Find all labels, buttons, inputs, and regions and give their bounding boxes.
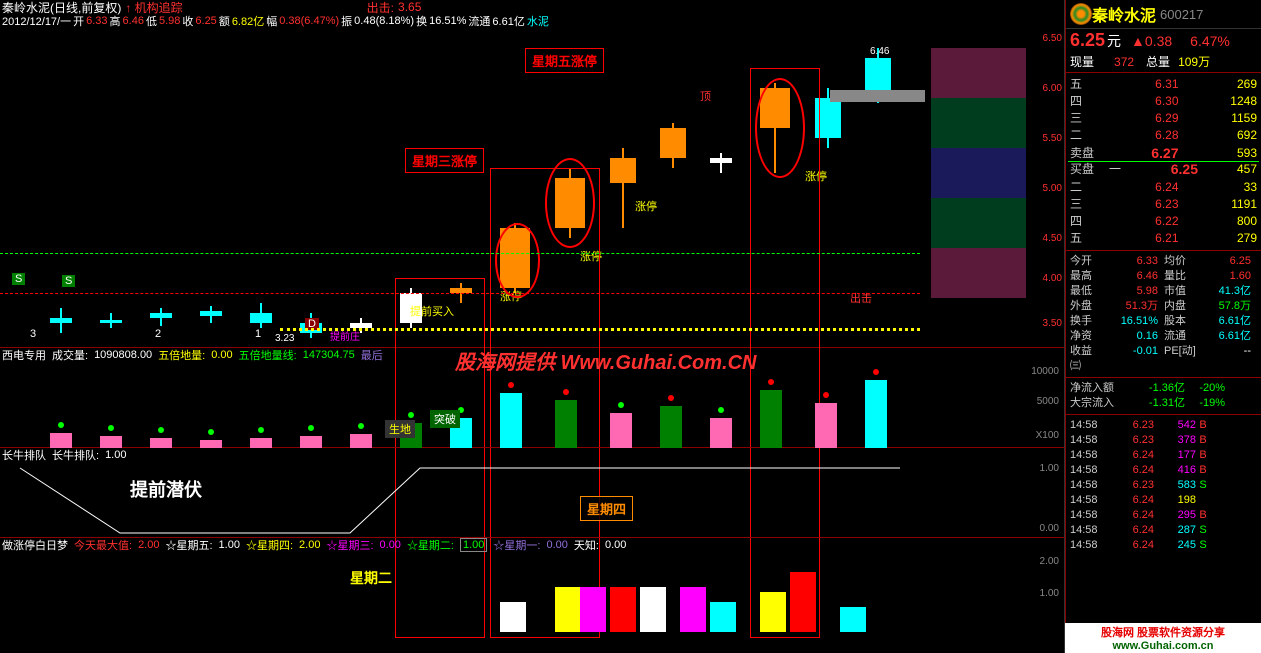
watermark: 股海网提供 Www.Guhai.Com.CN: [455, 346, 756, 375]
logo-icon: [1070, 3, 1092, 25]
info-grid: 今开6.33均价6.25最高6.46量比1.60最低5.98市值41.3亿外盘5…: [1066, 252, 1261, 376]
chart-area[interactable]: 秦岭水泥(日线,前复权) ↑ 机构追踪 出击: 3.65 2012/12/17/…: [0, 0, 1065, 653]
stock-code: 600217: [1160, 7, 1203, 22]
footer-banner: 股海网 股票软件资源分享 www.Guhai.com.cn: [1065, 623, 1261, 653]
header-row: 秦岭水泥(日线,前复权) ↑ 机构追踪 出击: 3.65: [0, 0, 1064, 14]
ask-quotes: 五6.31269四6.301248三6.291159二6.28692: [1066, 74, 1261, 146]
last-price: 6.25: [1070, 30, 1105, 51]
annotation-friday: 星期五涨停: [525, 48, 604, 73]
quote-sidebar[interactable]: 秦岭水泥 600217 6.25 元 ▲0.38 6.47% 现量 372 总量…: [1065, 0, 1261, 653]
tick-list: 14:586.23542B14:586.23378B14:586.24177B1…: [1066, 416, 1261, 555]
volume-panel[interactable]: 西电专用 成交量:1090808.00 五倍地量:0.00 五倍地量线:1473…: [0, 348, 1064, 448]
chuji-label: 出击:: [367, 0, 394, 16]
flow-grid: 净流入额-1.36亿-20%大宗流入-1.31亿-19%: [1066, 379, 1261, 413]
chuji-val: 3.65: [398, 0, 421, 14]
indicator-panel-1[interactable]: 长牛排队 长牛排队:1.00 提前潜伏 星期四 1.00 0.00: [0, 448, 1064, 538]
stock-name: 秦岭水泥: [1092, 2, 1156, 26]
subheader-row: 2012/12/17/一 开6.33 高6.46 低5.98 收6.25 额6.…: [0, 14, 1064, 28]
annotation-wednesday: 星期三涨停: [405, 148, 484, 173]
bid-quotes: 二6.2433三6.231191四6.22800五6.21279: [1066, 177, 1261, 249]
indicator-panel-2[interactable]: 做涨停白日梦 今天最大值:2.00 ☆星期五:1.00 ☆星期四:2.00 ☆星…: [0, 538, 1064, 638]
candlestick-chart[interactable]: 6.50 6.00 5.50 5.00 4.50 4.00 3.50 星期五涨停…: [0, 28, 1064, 348]
